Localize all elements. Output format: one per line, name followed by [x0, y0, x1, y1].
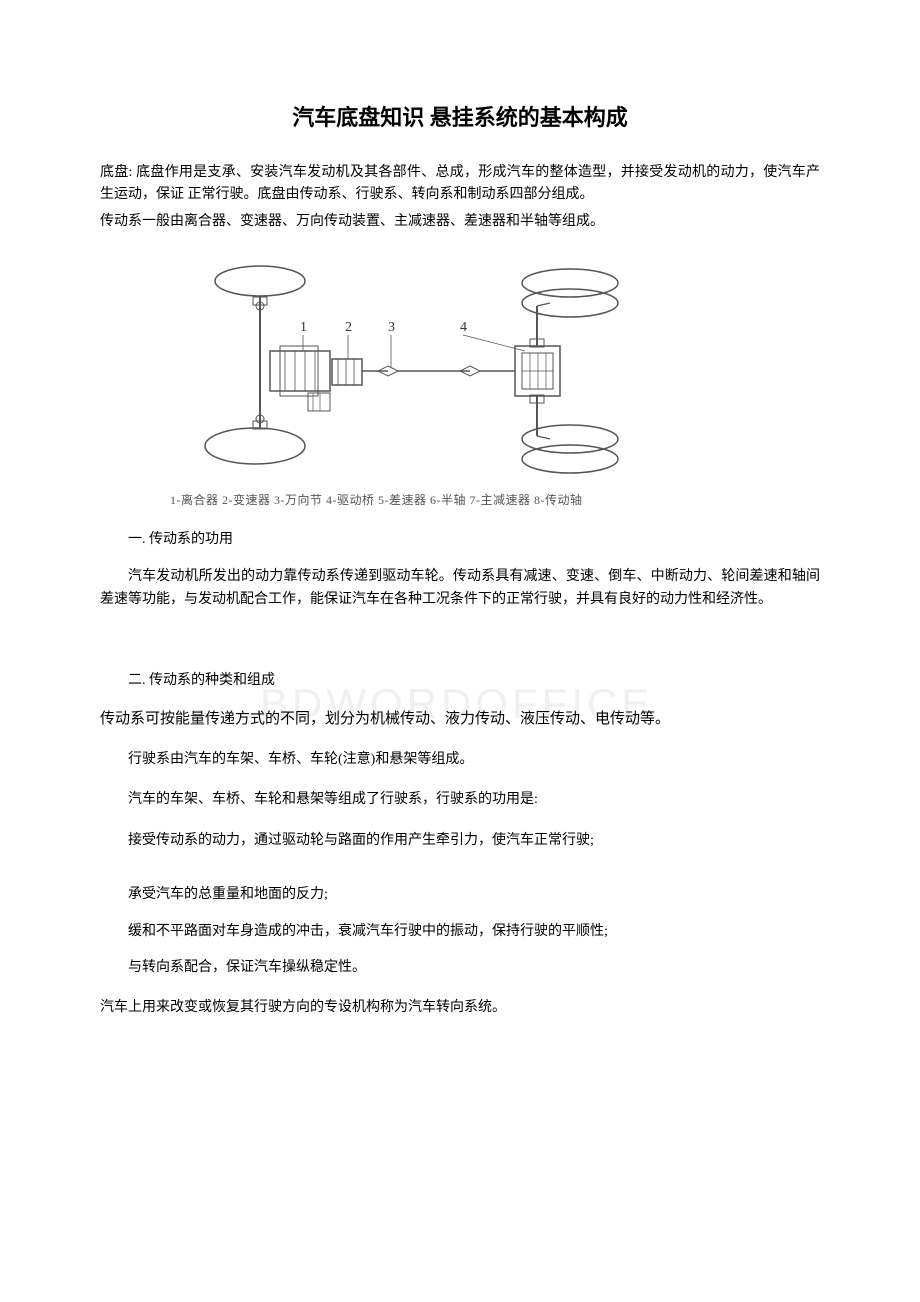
- section2-heading: 二. 传动系的种类和组成: [100, 669, 820, 689]
- document-content: 汽车底盘知识 悬挂系统的基本构成 底盘: 底盘作用是支承、安装汽车发动机及其各部…: [100, 100, 820, 1020]
- diagram-caption: 1-离合器 2-变速器 3-万向节 4-驱动桥 5-差速器 6-半轴 7-主减速…: [170, 491, 820, 508]
- section1-body: 汽车发动机所发出的动力靠传动系传递到驱动车轮。传动系具有减速、变速、倒车、中断动…: [100, 566, 820, 611]
- diagram-label-4: 4: [460, 320, 467, 335]
- section2-p5: 承受汽车的总重量和地面的反力;: [100, 884, 820, 906]
- intro-para-1: 底盘: 底盘作用是支承、安装汽车发动机及其各部件、总成，形成汽车的整体造型，并接…: [100, 162, 820, 207]
- page-title: 汽车底盘知识 悬挂系统的基本构成: [100, 100, 820, 132]
- section1-heading: 一. 传动系的功用: [100, 528, 820, 548]
- section2-p4: 接受传动系的动力，通过驱动轮与路面的作用产生牵引力，使汽车正常行驶;: [100, 830, 820, 852]
- section2-p6: 缓和不平路面对车身造成的冲击，衰减汽车行驶中的振动，保持行驶的平顺性;: [100, 921, 820, 943]
- diagram-label-3: 3: [388, 320, 395, 335]
- diagram-label-2: 2: [345, 320, 352, 335]
- intro-para-2: 传动系一般由离合器、变速器、万向传动装置、主减速器、差速器和半轴等组成。: [100, 211, 820, 233]
- section2-p8: 汽车上用来改变或恢复其行驶方向的专设机构称为汽车转向系统。: [100, 997, 820, 1019]
- diagram-label-1: 1: [300, 320, 307, 335]
- drivetrain-diagram: 1 2 3 4: [170, 251, 650, 481]
- section2-p3: 汽车的车架、车桥、车轮和悬架等组成了行驶系，行驶系的功用是:: [100, 789, 820, 811]
- section2-p1: 传动系可按能量传递方式的不同，划分为机械传动、液力传动、液压传动、电传动等。: [100, 707, 820, 731]
- section2-p2: 行驶系由汽车的车架、车桥、车轮(注意)和悬架等组成。: [100, 749, 820, 771]
- section2-p7: 与转向系配合，保证汽车操纵稳定性。: [100, 957, 820, 979]
